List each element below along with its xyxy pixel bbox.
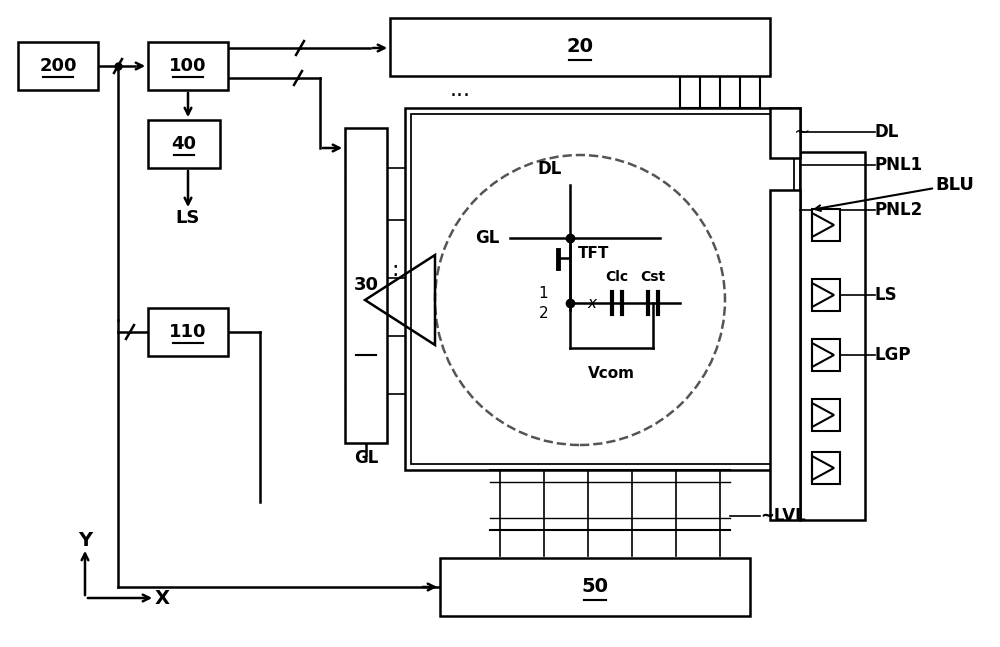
Bar [812, 339, 840, 371]
Bar [411, 114, 794, 464]
Bar [148, 42, 228, 90]
Text: x: x [588, 296, 596, 311]
Text: PNL2: PNL2 [875, 201, 923, 219]
Text: 30: 30 [354, 276, 378, 294]
Bar [800, 152, 865, 520]
Text: 50: 50 [582, 578, 608, 597]
Text: GL: GL [354, 449, 378, 467]
Text: 110: 110 [169, 323, 207, 341]
Bar [405, 108, 800, 470]
Bar [440, 558, 750, 616]
Bar [812, 452, 840, 484]
Text: 1: 1 [538, 285, 548, 300]
Text: LGP: LGP [875, 346, 912, 364]
Bar [148, 308, 228, 356]
Text: DL: DL [875, 123, 899, 141]
Text: 100: 100 [169, 57, 207, 75]
Bar [390, 18, 770, 76]
Text: Y: Y [78, 531, 92, 549]
Text: LS: LS [176, 209, 200, 227]
Text: 2: 2 [538, 305, 548, 320]
Text: 40: 40 [172, 135, 196, 153]
Text: ~: ~ [794, 122, 810, 142]
Text: 20: 20 [566, 38, 594, 56]
Bar [770, 190, 800, 520]
Text: GL: GL [476, 229, 500, 247]
Text: Clc: Clc [605, 270, 629, 284]
Text: LS: LS [875, 286, 898, 304]
Bar [812, 399, 840, 431]
Text: ...: ... [450, 80, 471, 100]
Text: DL: DL [538, 160, 562, 178]
Bar [345, 128, 387, 443]
Text: TFT: TFT [578, 246, 609, 261]
Text: :: : [391, 260, 399, 280]
Text: Cst: Cst [640, 270, 666, 284]
Bar [18, 42, 98, 90]
Bar [770, 108, 800, 158]
Text: 200: 200 [39, 57, 77, 75]
Bar [812, 279, 840, 311]
Bar [148, 120, 220, 168]
Bar [812, 209, 840, 241]
Text: X: X [154, 589, 170, 608]
Text: BLU: BLU [935, 176, 974, 194]
Text: ~LVL: ~LVL [760, 507, 806, 525]
Text: Vcom: Vcom [588, 366, 635, 381]
Text: PNL1: PNL1 [875, 156, 923, 174]
